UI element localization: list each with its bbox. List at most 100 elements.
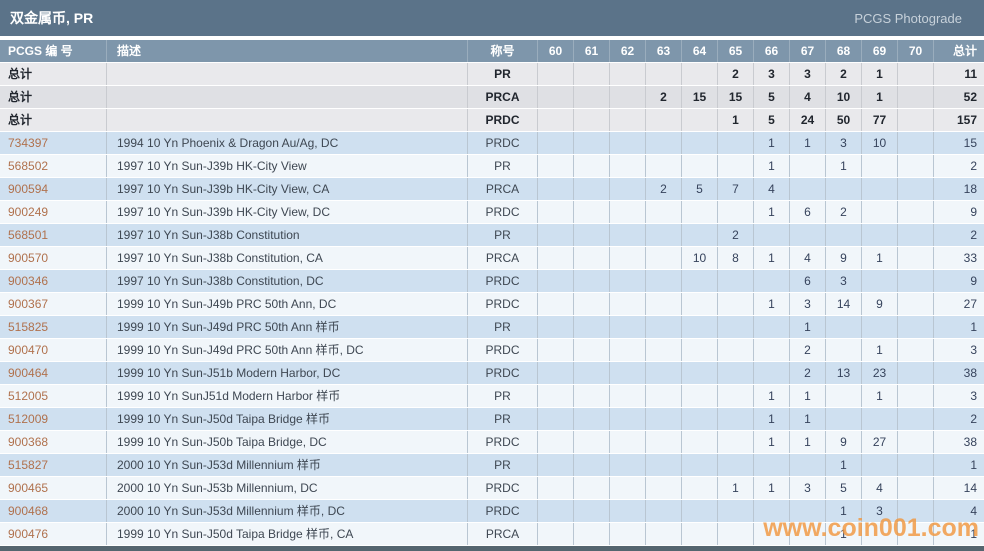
grade-cell [718,270,754,292]
grade-cell: 1 [754,477,790,499]
column-header: 62 [610,40,646,62]
designation-cell: PR [468,408,538,430]
grade-cell: 1 [754,201,790,223]
table-row: 900464 1999 10 Yn Sun-J51b Modern Harbor,… [0,362,984,385]
grade-cell [646,523,682,545]
column-header: 69 [862,40,898,62]
pcgs-number-link[interactable]: 900346 [8,274,49,288]
pcgs-number-link[interactable]: 900465 [8,481,49,495]
description-cell: 1997 10 Yn Sun-J38b Constitution, CA [107,247,468,269]
description-cell: 1999 10 Yn Sun-J50d Taipa Bridge 样币, CA [107,523,468,545]
grade-cell: 4 [754,178,790,200]
grade-cell [610,339,646,361]
grade-cell: 3 [790,477,826,499]
grade-cell [610,155,646,177]
description-cell: 1999 10 Yn Sun-J50d Taipa Bridge 样币 [107,408,468,430]
pcgs-number-link[interactable]: 568501 [8,228,49,242]
column-header: 67 [790,40,826,62]
grade-cell [898,385,934,407]
pcgs-number-link[interactable]: 512005 [8,389,49,403]
description-cell [107,86,468,108]
table-row: 515825 1999 10 Yn Sun-J49d PRC 50th Ann 样… [0,316,984,339]
grade-cell: 3 [826,132,862,154]
grade-cell [574,86,610,108]
pcgs-number-cell: 900570 [0,247,107,269]
grade-cell [826,224,862,246]
pcgs-number-link[interactable]: 515827 [8,458,49,472]
pcgs-number-link[interactable]: 900249 [8,205,49,219]
pcgs-number-cell: 900249 [0,201,107,223]
pcgs-number-link[interactable]: 900570 [8,251,49,265]
pcgs-number-link[interactable]: 900594 [8,182,49,196]
pcgs-number-link[interactable]: 512009 [8,412,49,426]
grade-cell: 1 [754,408,790,430]
grade-cell [682,316,718,338]
grade-cell: 9 [826,431,862,453]
designation-cell: PR [468,385,538,407]
grade-cell [574,385,610,407]
grade-cell: 4 [862,477,898,499]
grade-cell [538,293,574,315]
pcgs-number-link[interactable]: 900368 [8,435,49,449]
grade-cell [646,109,682,131]
table-row: 734397 1994 10 Yn Phoenix & Dragon Au/Ag,… [0,132,984,155]
total-cell: 3 [970,343,977,357]
grade-cell [646,477,682,499]
grade-cell [898,293,934,315]
pcgs-number-cell: 568502 [0,155,107,177]
grade-cell: 4 [790,247,826,269]
designation-cell: PRDC [468,109,538,131]
grade-cell: 1 [862,339,898,361]
table-row: 900594 1997 10 Yn Sun-J39b HK-City View, … [0,178,984,201]
grade-cell [646,201,682,223]
total-cell: 18 [963,182,977,196]
pcgs-number-cell: 900468 [0,500,107,522]
grade-cell [610,178,646,200]
description-cell: 1999 10 Yn Sun-J51b Modern Harbor, DC [107,362,468,384]
grade-cell [610,86,646,108]
column-header: 66 [754,40,790,62]
pcgs-number-link[interactable]: 734397 [8,136,49,150]
grade-cell: 5 [754,109,790,131]
grade-cell: 1 [718,477,754,499]
pcgs-number-link[interactable]: 515825 [8,320,49,334]
grade-cell: 2 [790,362,826,384]
grade-cell [718,500,754,522]
grade-cell: 15 [682,86,718,108]
pcgs-number-link[interactable]: 900470 [8,343,49,357]
pcgs-number-link[interactable]: 900367 [8,297,49,311]
description-cell [107,63,468,85]
grade-cell [718,454,754,476]
pcgs-number-link[interactable]: 900464 [8,366,49,380]
pcgs-number-link[interactable]: 900468 [8,504,49,518]
grade-cell [718,293,754,315]
grade-cell [610,132,646,154]
grade-cell [898,454,934,476]
pcgs-number-link[interactable]: 900476 [8,527,49,541]
grade-cell [754,500,790,522]
designation-cell: PRCA [468,247,538,269]
designation-cell: PRDC [468,477,538,499]
grade-cell [682,477,718,499]
grade-cell: 2 [826,201,862,223]
grade-cell: 14 [826,293,862,315]
total-cell: 52 [963,90,977,104]
pcgs-number-link[interactable]: 568502 [8,159,49,173]
grade-cell [682,63,718,85]
table-row: 900470 1999 10 Yn Sun-J49d PRC 50th Ann 样… [0,339,984,362]
total-label-cell: 总计 [0,86,107,108]
total-cell: 9 [970,205,977,219]
grade-cell: 15 [718,86,754,108]
grade-cell [682,500,718,522]
grade-cell: 3 [754,63,790,85]
grade-cell: 10 [826,86,862,108]
grade-cell [718,362,754,384]
description-cell: 1997 10 Yn Sun-J39b HK-City View, CA [107,178,468,200]
grade-cell [574,247,610,269]
total-cell: 9 [970,274,977,288]
grade-cell: 1 [790,132,826,154]
column-header: PCGS 编 号 [0,40,107,62]
totals-row: 总计 PRCA 2 15 15 5 4 10 1 52 [0,86,984,109]
grade-cell [646,408,682,430]
